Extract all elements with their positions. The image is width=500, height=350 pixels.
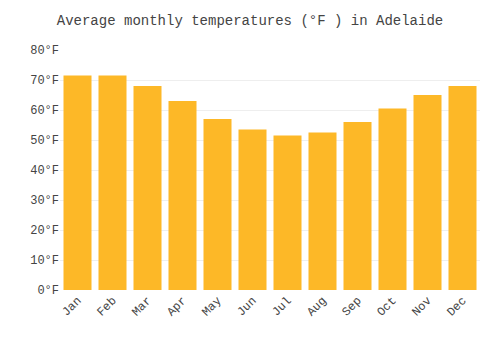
svg-text:40°F: 40°F <box>30 164 59 178</box>
svg-text:Jul: Jul <box>269 294 294 319</box>
svg-text:60°F: 60°F <box>30 104 59 118</box>
svg-text:Feb: Feb <box>94 294 119 319</box>
svg-text:Sep: Sep <box>339 294 364 319</box>
svg-text:Oct: Oct <box>374 294 399 319</box>
svg-text:Mar: Mar <box>129 294 154 319</box>
svg-text:Nov: Nov <box>409 294 434 319</box>
svg-text:0°F: 0°F <box>37 284 59 298</box>
svg-text:Dec: Dec <box>444 294 469 319</box>
svg-text:Jun: Jun <box>234 294 259 319</box>
svg-text:May: May <box>199 294 224 319</box>
svg-text:Apr: Apr <box>164 294 189 319</box>
svg-text:30°F: 30°F <box>30 194 59 208</box>
svg-text:Jan: Jan <box>59 294 84 319</box>
svg-text:70°F: 70°F <box>30 74 59 88</box>
svg-text:Aug: Aug <box>304 294 329 319</box>
svg-text:Average monthly temperatures (: Average monthly temperatures (°F ) in Ad… <box>57 13 443 29</box>
svg-text:80°F: 80°F <box>30 44 59 58</box>
svg-text:10°F: 10°F <box>30 254 59 268</box>
svg-text:20°F: 20°F <box>30 224 59 238</box>
svg-text:50°F: 50°F <box>30 134 59 148</box>
